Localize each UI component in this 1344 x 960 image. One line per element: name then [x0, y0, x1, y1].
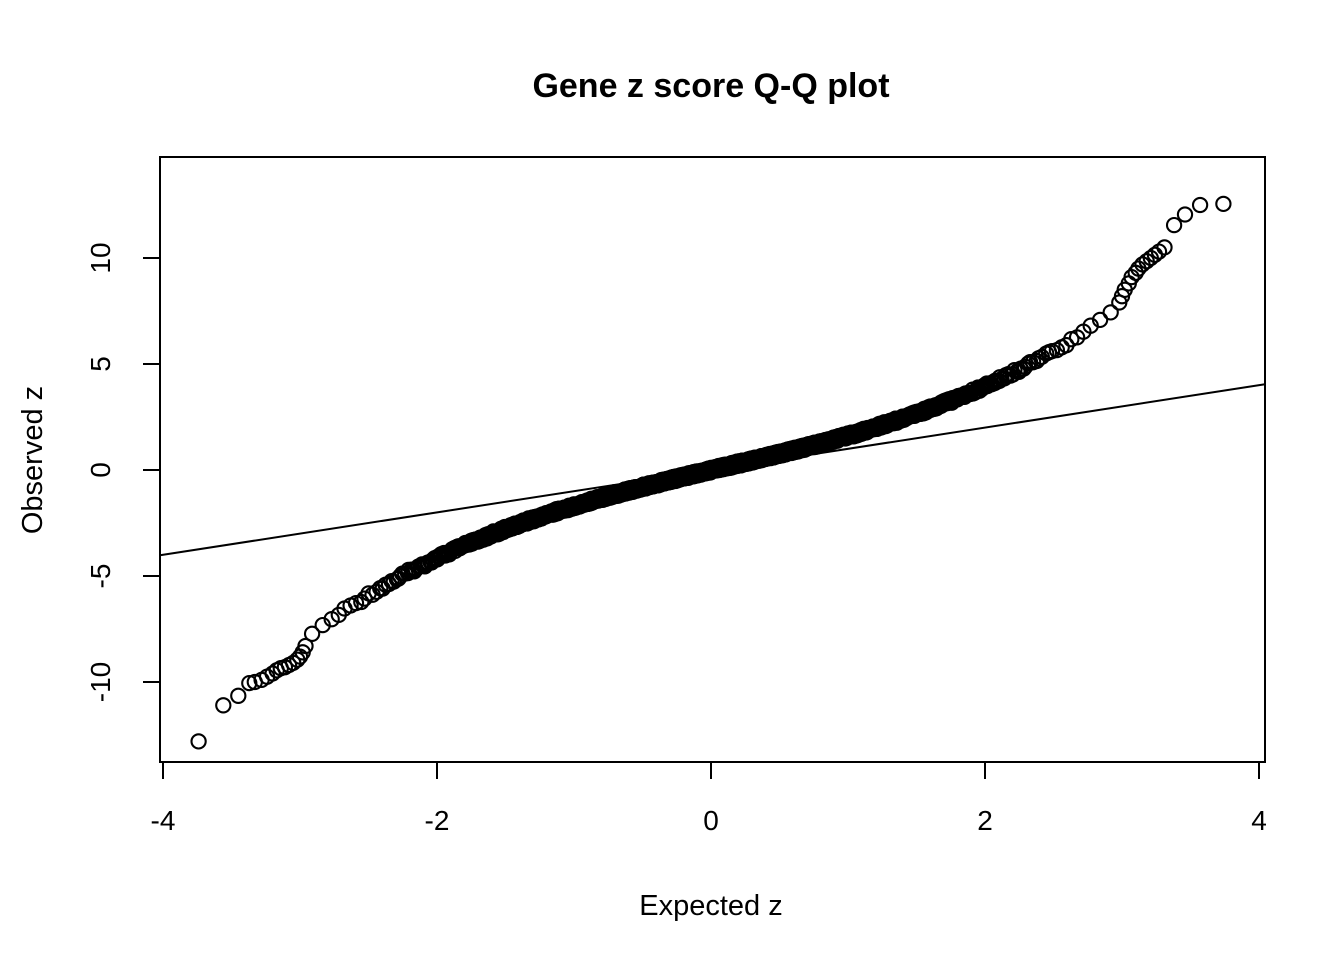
y-tick-label: 5 [85, 356, 116, 372]
tail-point [1165, 216, 1183, 234]
x-tick-label: 4 [1251, 805, 1267, 836]
tail-point [289, 651, 306, 668]
tail-point [1176, 206, 1194, 223]
x-axis-label: Expected z [639, 890, 782, 922]
data-point [356, 590, 373, 607]
tail-point [1156, 239, 1173, 256]
x-tick-label: -4 [151, 805, 176, 836]
x-tick-label: -2 [425, 805, 450, 836]
data-points-layer [190, 195, 1232, 750]
chart-title: Gene z score Q-Q plot [532, 67, 889, 105]
tail-point [241, 674, 258, 692]
y-tick-label: 10 [85, 242, 116, 273]
axes: -4 -2 0 2 4 -10 -5 0 5 10 [85, 156, 1267, 836]
tail-point [215, 697, 232, 714]
tail-point [1215, 195, 1232, 213]
y-tick-label: -10 [85, 662, 116, 702]
data-point [1102, 304, 1119, 321]
plot-box [159, 156, 1266, 763]
tail-point [190, 733, 207, 750]
y-axis-label: Observed z [17, 386, 49, 534]
x-tick-label: 0 [703, 805, 719, 836]
tail-point [230, 687, 247, 704]
data-point [1091, 311, 1109, 329]
y-tick-label: 0 [85, 462, 116, 478]
tail-point [1191, 196, 1209, 214]
x-tick-label: 2 [977, 805, 993, 836]
y-tick-label: -5 [85, 564, 116, 589]
data-point [303, 625, 321, 642]
